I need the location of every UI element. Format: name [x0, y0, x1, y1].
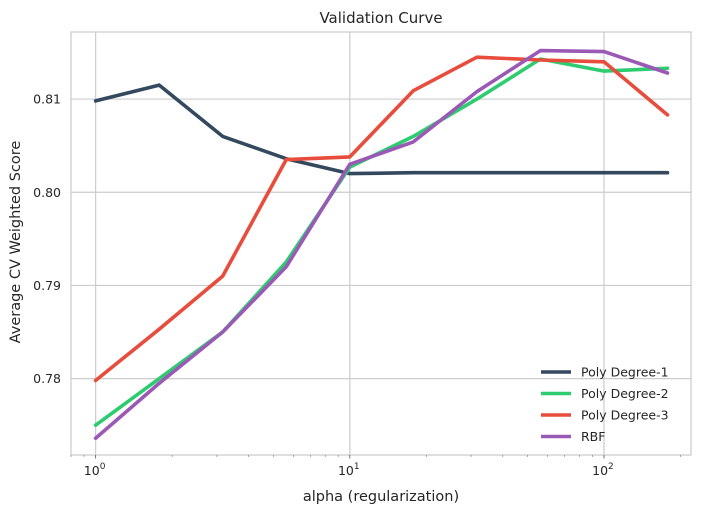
- series-line-4: [93, 48, 670, 441]
- x-tick-labels: 100 101 102: [70, 455, 681, 478]
- series-line-1: [93, 83, 670, 176]
- chart-title: Validation Curve: [319, 9, 442, 27]
- series-lines: [93, 48, 670, 441]
- legend-label: Poly Degree-2: [581, 386, 669, 401]
- y-tick-labels: 0.78 0.79 0.80 0.81: [33, 92, 61, 387]
- legend: Poly Degree-1 Poly Degree-2 Poly Degree-3 R…: [541, 365, 669, 444]
- legend-label: Poly Degree-3: [581, 408, 669, 423]
- y-tick-label: 0.78: [33, 371, 61, 386]
- plot-area-frame: [70, 31, 692, 456]
- x-tick-label: 100: [84, 462, 106, 478]
- y-axis-label: Average CV Weighted Score: [8, 141, 24, 344]
- series-line-3: [93, 55, 670, 383]
- legend-label: RBF: [581, 429, 605, 444]
- legend-label: Poly Degree-1: [581, 365, 669, 380]
- y-tick-label: 0.79: [33, 278, 61, 293]
- y-tick-label: 0.81: [33, 92, 61, 107]
- x-axis-label: alpha (regularization): [303, 489, 459, 505]
- x-tick-label: 102: [592, 462, 614, 478]
- x-tick-label: 101: [338, 462, 360, 478]
- y-tick-label: 0.80: [33, 185, 61, 200]
